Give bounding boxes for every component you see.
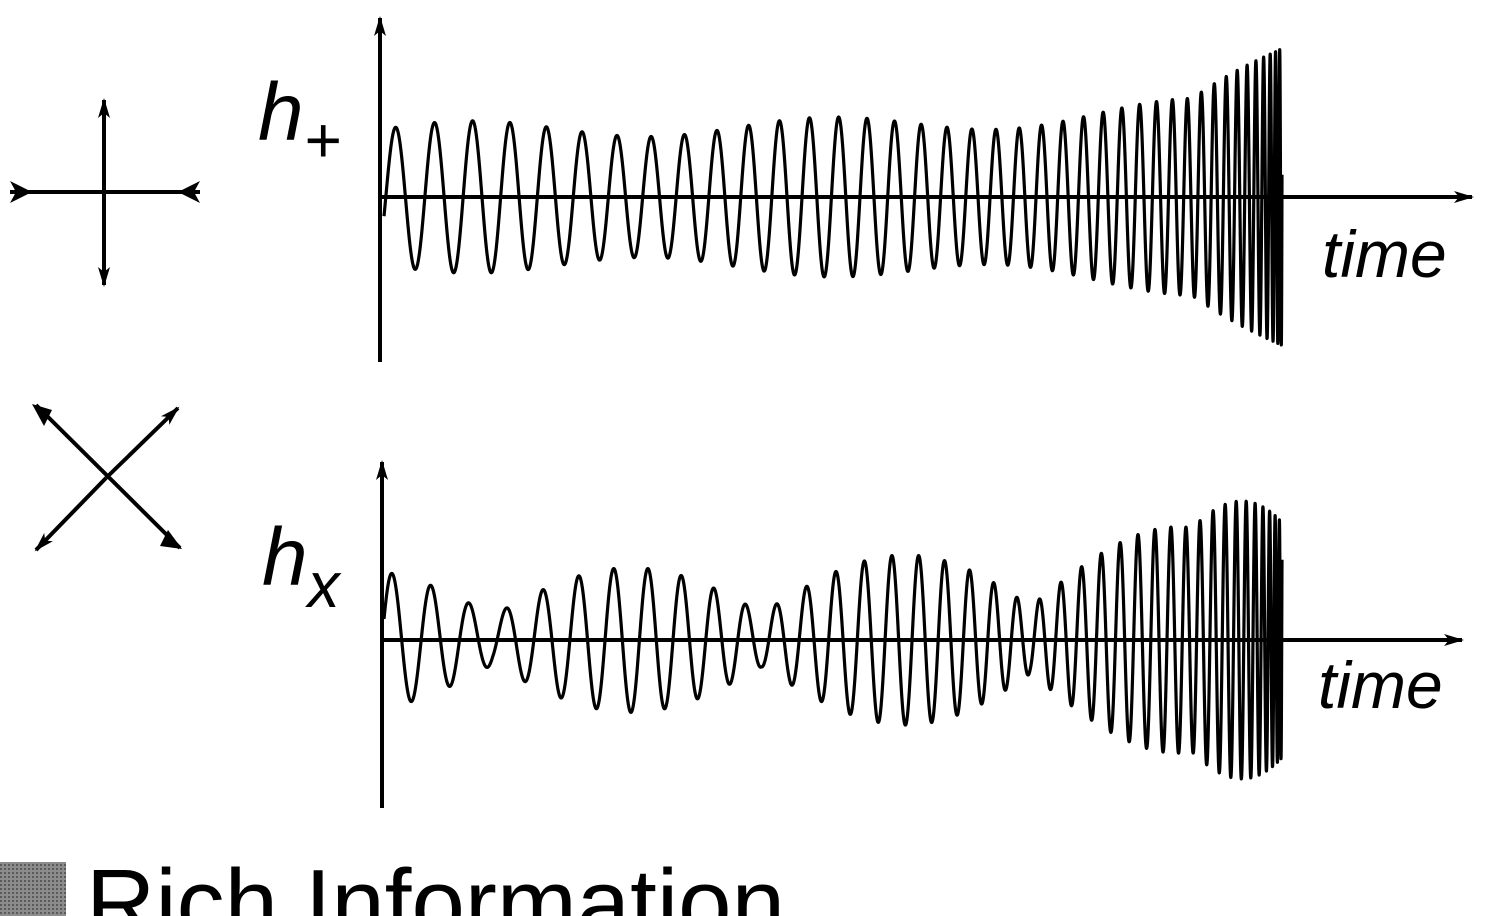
plus-polarization-icon <box>10 98 200 287</box>
cross-waveform <box>382 499 1284 781</box>
plus-time-label: time <box>1322 217 1447 291</box>
plus-axis-label: h+ <box>258 67 341 176</box>
footer-bullet: Rich Information <box>0 850 785 916</box>
cross-axis-label: hx <box>262 512 342 621</box>
cross-panel: hx time <box>262 460 1464 808</box>
cross-polarization-icon <box>32 403 182 552</box>
cross-time-label: time <box>1318 648 1443 722</box>
plus-panel: h+ time <box>258 16 1474 362</box>
bullet-text: Rich Information <box>86 850 785 916</box>
plus-waveform <box>382 48 1284 347</box>
bullet-square <box>0 862 66 916</box>
